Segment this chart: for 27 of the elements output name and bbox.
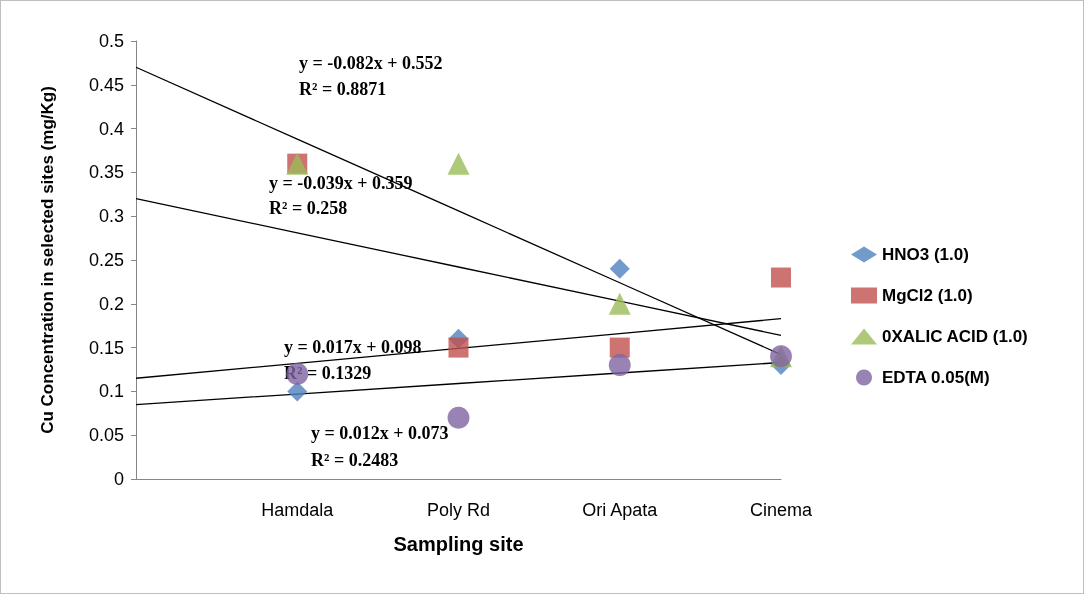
y-tick-label: 0.45 xyxy=(88,74,124,95)
x-axis-title: Sampling site xyxy=(393,533,524,555)
y-tick-label: 0.25 xyxy=(88,250,124,270)
y-tick-label: 0.2 xyxy=(98,293,124,314)
y-tick-label: 0.4 xyxy=(98,118,124,139)
y-tick-label: 0.3 xyxy=(98,206,124,227)
y-tick-label: 0.5 xyxy=(98,31,124,51)
x-tick-label: Hamdala xyxy=(261,500,335,520)
annotation: y = -0.082x + 0.552 xyxy=(299,53,443,73)
legend-label: HNO3 (1.0) xyxy=(882,245,969,264)
annotation: y = 0.017x + 0.098 xyxy=(284,337,422,357)
y-tick-label: 0.05 xyxy=(88,425,124,446)
y-axis-title: Cu Concentration in selected sites (mg/Kg) xyxy=(38,86,57,434)
annotation: R² = 0.258 xyxy=(269,198,348,218)
legend-label: EDTA 0.05(M) xyxy=(882,368,990,387)
y-tick-label: 0.35 xyxy=(88,162,124,183)
x-tick-label: Poly Rd xyxy=(426,500,491,520)
legend-label: 0XALIC ACID (1.0) xyxy=(882,327,1028,346)
annotation: y = 0.012x + 0.073 xyxy=(311,423,449,443)
annotation: R² = 0.2483 xyxy=(311,450,399,470)
x-tick-label: Cinema xyxy=(749,500,813,520)
y-tick-label: 0.15 xyxy=(88,337,124,358)
legend-label: MgCl2 (1.0) xyxy=(882,286,973,305)
x-tick-label: Ori Apata xyxy=(582,500,659,520)
y-tick-label: 0.1 xyxy=(98,381,124,402)
annotation: R² = 0.8871 xyxy=(299,79,387,99)
y-tick-label: 0 xyxy=(113,469,124,489)
